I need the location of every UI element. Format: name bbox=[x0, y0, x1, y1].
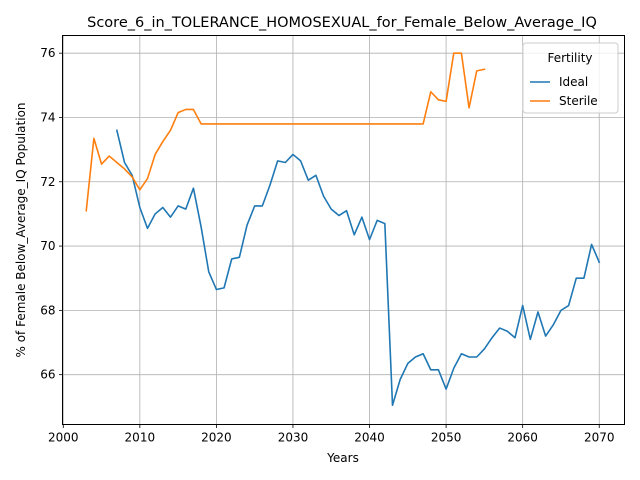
plot-frame bbox=[62, 35, 625, 425]
x-tick-label: 2010 bbox=[125, 431, 156, 445]
legend-box bbox=[522, 42, 619, 114]
y-tick-label: 72 bbox=[40, 175, 55, 189]
legend-label-ideal: Ideal bbox=[559, 75, 588, 89]
y-tick-label: 76 bbox=[40, 46, 55, 60]
x-tick-label: 2000 bbox=[48, 431, 79, 445]
x-tick-label: 2040 bbox=[354, 431, 385, 445]
legend-title: Fertility bbox=[547, 51, 592, 65]
y-axis: 66 68 70 72 74 76 bbox=[40, 46, 63, 382]
y-tick-label: 70 bbox=[40, 239, 55, 253]
x-tick-label: 2070 bbox=[584, 431, 615, 445]
x-tick-label: 2060 bbox=[507, 431, 538, 445]
series-layer bbox=[85, 52, 601, 407]
y-tick-label: 66 bbox=[40, 368, 55, 382]
x-axis-label: Years bbox=[326, 451, 359, 465]
y-tick-label: 68 bbox=[40, 303, 55, 317]
series-line-ideal bbox=[115, 129, 601, 407]
y-tick-label: 74 bbox=[40, 110, 55, 124]
legend: Fertility Ideal Sterile bbox=[522, 42, 619, 114]
legend-label-sterile: Sterile bbox=[559, 94, 598, 108]
x-tick-label: 2020 bbox=[201, 431, 232, 445]
x-tick-label: 2030 bbox=[278, 431, 309, 445]
series-line-sterile bbox=[85, 52, 486, 212]
y-axis-label: % of Female Below_Average_IQ Population bbox=[14, 102, 28, 357]
x-tick-label: 2050 bbox=[431, 431, 462, 445]
x-axis: 2000 2010 2020 2030 2040 2050 2060 2070 bbox=[48, 424, 615, 445]
chart-title: Score_6_in_TOLERANCE_HOMOSEXUAL_for_Fema… bbox=[87, 15, 597, 31]
